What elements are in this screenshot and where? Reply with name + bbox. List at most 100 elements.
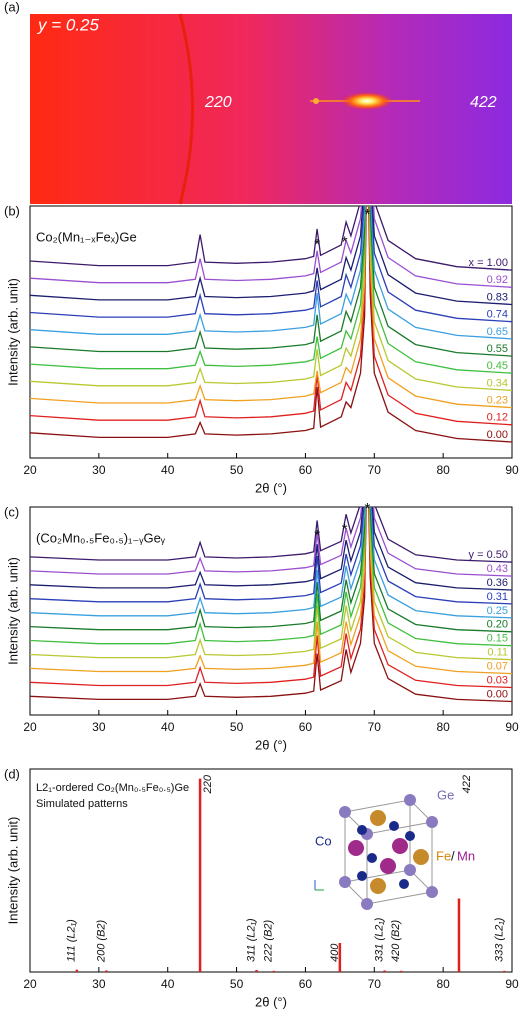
series-label: 0.25 xyxy=(487,605,508,617)
pattern-line xyxy=(30,206,512,392)
x-tick-label: 90 xyxy=(505,977,519,991)
x-tick-label: 70 xyxy=(368,720,382,734)
atom-label: Ge xyxy=(437,787,454,802)
peak-label: 422 xyxy=(461,775,473,793)
x-tick-label: 70 xyxy=(368,463,382,477)
pattern-line xyxy=(30,507,512,703)
x-tick-label: 80 xyxy=(436,977,450,991)
peak-marker: * xyxy=(364,206,370,223)
x-tick-label: 50 xyxy=(230,977,244,991)
diffraction-image xyxy=(30,13,512,205)
composition-label: y = 0.25 xyxy=(37,15,100,34)
x-tick-label: 20 xyxy=(23,463,37,477)
detector-image xyxy=(30,14,512,204)
x-tick-label: 40 xyxy=(161,977,175,991)
peak-label: 111 (L2₁) xyxy=(66,919,78,962)
plot-frame xyxy=(29,205,513,459)
plot-frame xyxy=(29,506,513,716)
atom-label: Fe xyxy=(436,848,451,863)
panel-subtitle: Simulated patterns xyxy=(36,798,128,810)
ring-label: 422 xyxy=(470,94,497,111)
atom-label: Mn xyxy=(457,848,475,863)
plot-frame xyxy=(29,768,513,973)
x-tick-label: 60 xyxy=(299,463,313,477)
peak-marker: * xyxy=(314,236,320,253)
pattern-line xyxy=(30,206,512,288)
x-tick-label: 80 xyxy=(436,720,450,734)
atom-label: Co xyxy=(315,833,332,848)
pattern-line xyxy=(30,507,512,591)
series-label: 0.55 xyxy=(487,343,508,355)
peak-label: 220 xyxy=(202,774,214,794)
ring-label: 220 xyxy=(204,94,232,111)
peak-label: 222 (B2) xyxy=(263,919,275,963)
plot-area xyxy=(30,206,512,443)
bright-spot xyxy=(341,92,393,110)
x-tick-label: 20 xyxy=(23,977,37,991)
series-label: 0.92 xyxy=(487,274,508,286)
x-tick-label: 30 xyxy=(92,720,106,734)
y-axis-title: Intensity (arb. unit) xyxy=(5,278,20,386)
series-label: 0.43 xyxy=(487,563,508,575)
panel-title: (Co₂Mn₀.₅Fe₀.₅)₁₋ᵧGeᵧ xyxy=(36,530,166,545)
atom-label: / xyxy=(451,848,455,863)
x-tick-label: 50 xyxy=(230,720,244,734)
pattern-line xyxy=(30,507,512,675)
series-label: 0.00 xyxy=(487,429,508,441)
x-tick-label: 30 xyxy=(92,977,106,991)
series-label: 0.23 xyxy=(487,395,508,407)
x-tick-label: 50 xyxy=(230,463,244,477)
pattern-line xyxy=(30,507,512,689)
series-label: 0.15 xyxy=(487,633,508,645)
y-axis-title: Intensity (arb. unit) xyxy=(5,557,20,665)
plot-area xyxy=(75,778,506,972)
pattern-line xyxy=(30,206,512,357)
peak-label: 333 (L2₁) xyxy=(493,917,505,962)
series-label: 0.12 xyxy=(487,412,508,424)
series-label: x = 1.00 xyxy=(469,257,508,269)
pattern-line xyxy=(30,206,512,323)
pattern-line xyxy=(30,206,512,271)
x-axis-title: 2θ (°) xyxy=(255,737,287,752)
pattern-line xyxy=(30,206,512,374)
panel-title: Co₂(Mn₁₋ₓFeₓ)Ge xyxy=(36,229,137,244)
x-tick-label: 60 xyxy=(299,720,313,734)
peak-label: 200 (B2) xyxy=(95,919,107,963)
peak-label: 311 (L2₁) xyxy=(245,918,257,962)
x-tick-label: 30 xyxy=(92,463,106,477)
panel-label: (a) xyxy=(4,0,20,14)
series-label: 0.74 xyxy=(487,309,508,321)
x-tick-label: 20 xyxy=(23,720,37,734)
series-label: 0.83 xyxy=(487,291,508,303)
x-tick-label: 90 xyxy=(505,463,519,477)
x-axis-title: 2θ (°) xyxy=(255,994,287,1009)
peak-marker: * xyxy=(342,234,348,251)
pattern-line xyxy=(30,507,512,605)
series-label: 0.34 xyxy=(487,377,508,389)
peak-marker: * xyxy=(314,527,320,544)
peak-label: 331 (L2₁) xyxy=(374,917,386,962)
pattern-line xyxy=(30,206,512,426)
pattern-line xyxy=(30,206,512,443)
panel-label: (d) xyxy=(4,766,20,781)
peak-label: 400 xyxy=(329,943,341,962)
diffraction-ring xyxy=(178,13,194,205)
series-label: 0.65 xyxy=(487,326,508,338)
x-axis-title: 2θ (°) xyxy=(255,480,287,495)
x-tick-label: 60 xyxy=(299,977,313,991)
pattern-line xyxy=(30,206,512,340)
pattern-line xyxy=(30,507,512,619)
panel-label: (c) xyxy=(4,504,19,519)
peak-label: 420 (B2) xyxy=(390,919,402,962)
crystal-inset xyxy=(314,794,438,910)
pattern-line xyxy=(30,507,512,577)
pattern-line xyxy=(30,507,512,633)
series-label: 0.11 xyxy=(487,647,508,659)
pattern-line xyxy=(30,206,512,306)
pattern-line xyxy=(30,507,512,661)
series-label: 0.31 xyxy=(487,591,508,603)
series-label: 0.20 xyxy=(487,619,508,631)
x-tick-label: 70 xyxy=(368,977,382,991)
series-label: 0.00 xyxy=(487,688,508,700)
